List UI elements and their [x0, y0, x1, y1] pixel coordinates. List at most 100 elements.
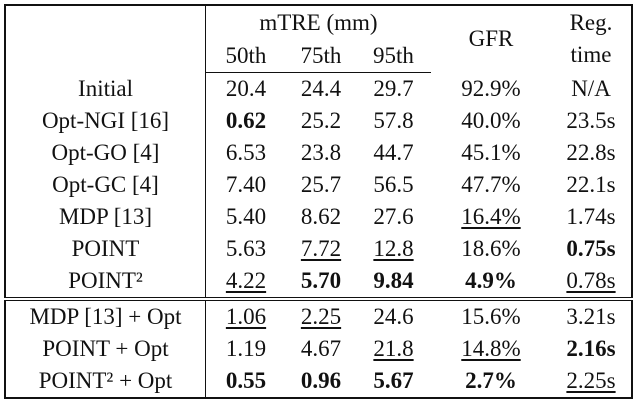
table-row: POINT + Opt 1.19 4.67 21.8 14.8% 2.16s: [5, 333, 632, 365]
value-cell: 9.84: [356, 265, 431, 299]
cell-text: 56.5: [373, 172, 414, 197]
value-cell: 0.75s: [551, 233, 632, 265]
value-cell: 6.53: [206, 137, 287, 169]
value-cell: 7.40: [206, 169, 287, 201]
value-cell: 2.7%: [431, 365, 551, 398]
reg-time-header: Reg. time: [551, 5, 632, 73]
value-cell: 56.5: [356, 169, 431, 201]
value-cell: 1.74s: [551, 201, 632, 233]
cell-text: 0.75s: [566, 236, 616, 261]
value-cell: 14.8%: [431, 333, 551, 365]
cell-text: 9.84: [373, 268, 414, 293]
cell-text: 4.9%: [465, 268, 517, 293]
value-cell: 40.0%: [431, 105, 551, 137]
value-cell: 22.8s: [551, 137, 632, 169]
value-cell: 3.21s: [551, 297, 632, 333]
results-table: mTRE (mm) GFR Reg. time 50th 75th 95th I…: [4, 4, 633, 399]
value-cell: 57.8: [356, 105, 431, 137]
cell-text: 23.5s: [566, 108, 616, 133]
cell-text: 21.8: [373, 336, 414, 361]
value-cell: 5.70: [286, 265, 356, 299]
cell-text: 18.6%: [461, 236, 521, 261]
group-header: mTRE (mm): [259, 9, 378, 35]
corner-cell: [5, 5, 206, 73]
value-cell: 23.8: [286, 137, 356, 169]
cell-text: 92.9%: [461, 75, 521, 101]
value-cell: 0.96: [286, 365, 356, 398]
cell-text: 22.1s: [566, 172, 616, 197]
header-line: time: [570, 42, 612, 68]
cell-text: 0.96: [300, 368, 342, 393]
table-row: POINT² 4.22 5.70 9.84 4.9% 0.78s: [5, 265, 632, 299]
cell-text: 24.6: [373, 304, 414, 329]
row-label: Opt-GC [4]: [5, 169, 206, 201]
value-cell: 45.1%: [431, 137, 551, 169]
table-body: Initial 20.4 24.4 29.7 92.9% N/A Opt-NGI [16] 0…: [5, 72, 632, 398]
column-header: 95th: [356, 39, 431, 73]
value-cell: 1.19: [206, 333, 287, 365]
value-cell: 18.6%: [431, 233, 551, 265]
row-label: MDP [13] + Opt: [5, 297, 206, 333]
cell-text: 0.62: [225, 108, 267, 133]
cell-text: 20.4: [225, 76, 267, 101]
value-cell: 2.25: [286, 297, 356, 333]
cell-text: 57.8: [373, 108, 414, 133]
cell-text: 1.06: [225, 304, 267, 329]
value-cell: 27.6: [356, 201, 431, 233]
cell-text: 4.67: [300, 336, 342, 361]
table-row: Opt-GO [4] 6.53 23.8 44.7 45.1% 22.8s: [5, 137, 632, 169]
gfr-header: GFR: [468, 26, 514, 52]
table-row: MDP [13] + Opt 1.06 2.25 24.6 15.6% 3.21s: [5, 297, 632, 333]
value-cell: 5.40: [206, 201, 287, 233]
value-cell: 24.4: [286, 73, 356, 106]
cell-text: 27.6: [373, 204, 414, 229]
header-line: Reg.: [569, 10, 613, 36]
cell-text: 8.62: [300, 204, 342, 229]
value-cell: 22.1s: [551, 169, 632, 201]
value-cell: 23.5s: [551, 105, 632, 137]
cell-text: 15.6%: [461, 304, 521, 329]
cell-text: 16.4%: [461, 204, 521, 229]
table-row: POINT 5.63 7.72 12.8 18.6% 0.75s: [5, 233, 632, 265]
row-label: POINT² + Opt: [5, 365, 206, 398]
cell-text: 29.7: [373, 76, 414, 101]
cell-text: 25.2: [300, 108, 342, 133]
cell-text: 0.55: [225, 368, 267, 393]
row-label: POINT: [5, 233, 206, 265]
cell-text: 45.1%: [461, 140, 521, 165]
cell-text: POINT: [71, 236, 140, 261]
cell-text: MDP [13]: [58, 204, 153, 229]
cell-text: Opt-GC [4]: [52, 172, 159, 197]
value-cell: 8.62: [286, 201, 356, 233]
row-label: Opt-GO [4]: [5, 137, 206, 169]
value-cell: 0.62: [206, 105, 287, 137]
value-cell: 0.55: [206, 365, 287, 398]
row-label: Initial: [5, 72, 206, 105]
cell-text: 14.8%: [461, 336, 521, 361]
value-cell: 5.67: [356, 365, 431, 398]
cell-text: 5.70: [300, 268, 342, 293]
cell-text: 12.8: [373, 236, 414, 261]
value-cell: 15.6%: [431, 297, 551, 333]
cell-text: 5.63: [225, 236, 267, 261]
cell-text: POINT² + Opt: [38, 368, 173, 393]
cell-text: 4.22: [225, 268, 267, 293]
table-row: Opt-GC [4] 7.40 25.7 56.5 47.7% 22.1s: [5, 169, 632, 201]
value-cell: 12.8: [356, 233, 431, 265]
value-cell: 92.9%: [431, 73, 551, 106]
value-cell: 0.78s: [551, 265, 632, 299]
cell-text: 40.0%: [461, 108, 521, 133]
cell-text: Opt-NGI [16]: [41, 108, 170, 133]
cell-text: 7.72: [300, 236, 342, 261]
cell-text: Initial: [78, 75, 133, 101]
cell-text: 5.67: [373, 368, 414, 393]
cell-text: 5.40: [225, 204, 267, 229]
row-label: Opt-NGI [16]: [5, 105, 206, 137]
row-label: POINT + Opt: [5, 333, 206, 365]
value-cell: 21.8: [356, 333, 431, 365]
cell-text: 6.53: [225, 140, 267, 165]
cell-text: 23.8: [300, 140, 342, 165]
table-row: MDP [13] 5.40 8.62 27.6 16.4% 1.74s: [5, 201, 632, 233]
value-cell: 4.67: [286, 333, 356, 365]
